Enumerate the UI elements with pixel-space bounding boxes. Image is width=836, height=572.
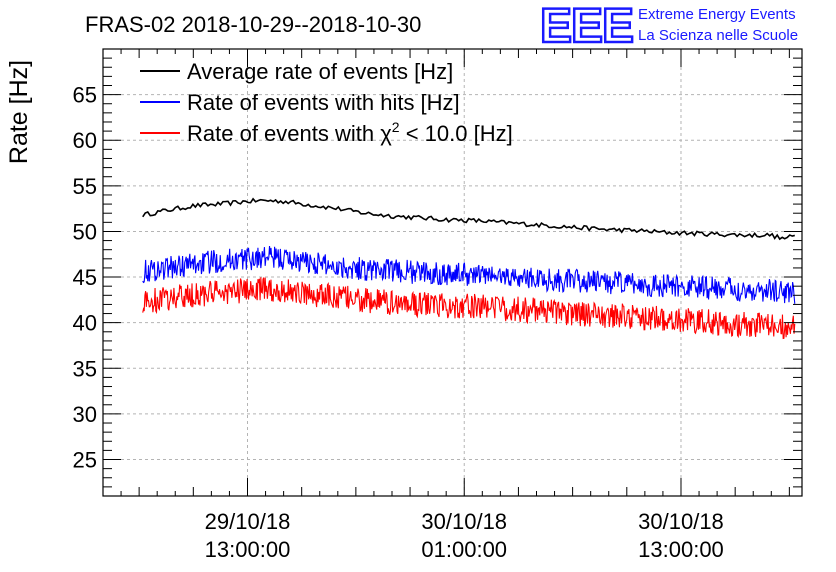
logo-line2: La Scienza nelle Scuole (638, 27, 798, 44)
series-layer (142, 197, 796, 340)
eee-logo: EEE Extreme Energy Events La Scienza nel… (539, 0, 798, 54)
legend-chi2-sup: 2 (392, 119, 400, 135)
plot-frame (102, 48, 803, 497)
x-tick-label-date-1: 30/10/18 (421, 509, 507, 534)
y-tick-label-30: 30 (73, 402, 97, 427)
x-tick-label-time-1: 01:00:00 (421, 537, 507, 562)
x-tick-label-date-2: 30/10/18 (638, 509, 724, 534)
legend-label-chi2: Rate of events with χ2 < 10.0 [Hz] (187, 119, 513, 146)
series-line-2 (142, 277, 796, 340)
y-tick-label-35: 35 (73, 356, 97, 381)
y-tick-labels: 25 30 35 40 45 50 55 60 65 (73, 83, 97, 473)
x-tick-label-time-2: 13:00:00 (638, 537, 724, 562)
y-tick-label-65: 65 (73, 83, 97, 108)
y-tick-label-55: 55 (73, 174, 97, 199)
logo-mark: EEE (540, 0, 633, 53)
series-line-1 (142, 245, 796, 304)
legend-chi2-symbol: χ (380, 121, 392, 146)
x-tick-labels: 29/10/18 13:00:00 30/10/18 01:00:00 30/10/18… (205, 509, 724, 562)
y-tick-label-60: 60 (73, 128, 97, 153)
y-tick-label-45: 45 (73, 265, 97, 290)
y-tick-label-40: 40 (73, 311, 97, 336)
legend-chi2-suffix: < 10.0 [Hz] (400, 121, 513, 146)
chart-title: FRAS-02 2018-10-29--2018-10-30 (85, 12, 421, 37)
y-tick-label-50: 50 (73, 219, 97, 244)
y-tick-label-25: 25 (73, 448, 97, 473)
legend-label-hits: Rate of events with hits [Hz] (187, 90, 460, 115)
legend: Average rate of events [Hz] Rate of even… (140, 59, 513, 146)
legend-chi2-prefix: Rate of events with (187, 121, 380, 146)
series-line-0 (142, 197, 795, 241)
x-tick-label-date-0: 29/10/18 (205, 509, 291, 534)
legend-label-average: Average rate of events [Hz] (187, 59, 453, 84)
logo-line1: Extreme Energy Events (638, 6, 796, 23)
x-tick-label-time-0: 13:00:00 (205, 537, 291, 562)
axis-ticks (102, 49, 802, 497)
y-axis-title: Rate [Hz] (5, 60, 33, 164)
